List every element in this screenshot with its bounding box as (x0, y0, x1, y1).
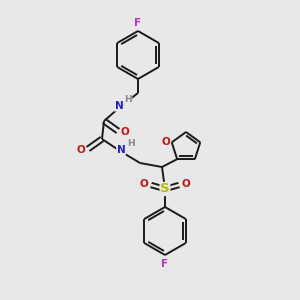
Text: N: N (117, 145, 125, 155)
Text: F: F (134, 18, 142, 28)
Text: S: S (160, 182, 170, 196)
Text: O: O (76, 145, 85, 155)
Text: O: O (161, 137, 170, 147)
Text: H: H (127, 139, 135, 148)
Text: N: N (115, 101, 123, 111)
Text: F: F (161, 259, 169, 269)
Text: O: O (140, 179, 148, 189)
Text: O: O (121, 127, 129, 137)
Text: O: O (182, 179, 190, 189)
Text: H: H (124, 95, 132, 104)
